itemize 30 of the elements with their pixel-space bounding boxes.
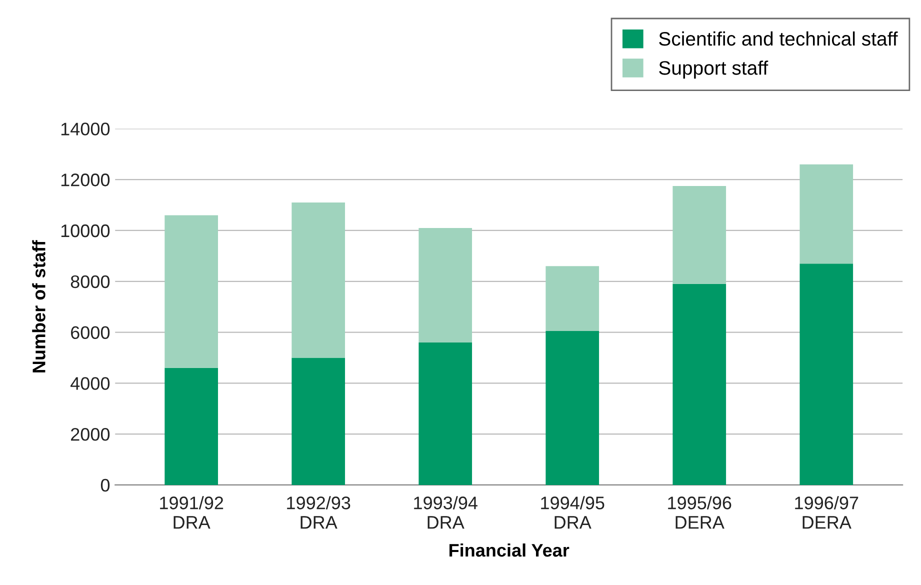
x-tick-label: 1995/96 DERA	[668, 496, 732, 529]
y-tick-label: 0	[100, 478, 110, 492]
x-axis-title: Financial Year	[450, 543, 570, 557]
legend-label: Support staff	[659, 60, 768, 79]
x-tick-label: 1993/94 DRA	[414, 496, 478, 529]
x-tick-label: 1996/97 DERA	[795, 496, 858, 529]
y-tick-label: 2000	[71, 428, 110, 441]
y-tick-label: 14000	[61, 122, 110, 136]
bar	[418, 342, 472, 485]
bar	[546, 266, 600, 332]
y-tick-label: 6000	[71, 326, 110, 339]
bar	[672, 284, 726, 485]
bar	[800, 164, 854, 264]
y-tick-label: 12000	[61, 174, 110, 186]
legend-label: Scientific and technical staff	[659, 31, 898, 46]
bar	[672, 186, 726, 284]
bar	[164, 368, 218, 485]
y-tick-label: 4000	[70, 377, 110, 390]
bar	[418, 228, 472, 342]
y-tick-label: 8000	[70, 275, 110, 288]
bar	[546, 331, 600, 485]
x-tick-label: 1992/93 DRA	[287, 496, 350, 529]
bar	[292, 358, 346, 485]
y-axis-title: Number of staff	[32, 240, 46, 372]
bar	[292, 202, 346, 358]
bar	[164, 215, 218, 368]
y-tick-label: 10000	[61, 224, 110, 238]
x-tick-label: 1994/95 DRA	[541, 496, 604, 529]
x-tick-label: 1991/92 DRA	[160, 496, 224, 529]
bar	[800, 264, 854, 485]
